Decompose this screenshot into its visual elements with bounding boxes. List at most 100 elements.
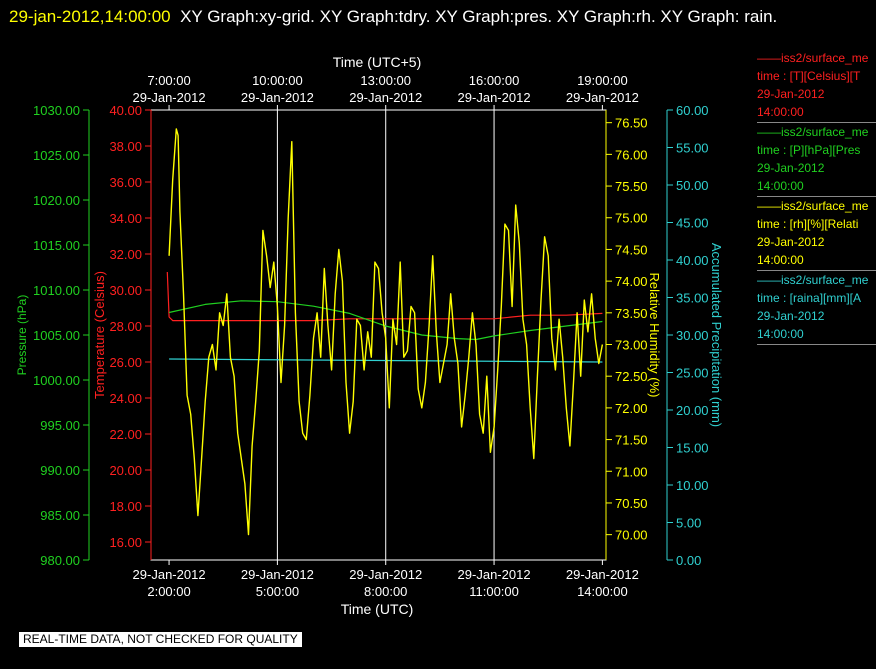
left-axes: 980.00 985.00 990.00 995.00 1000.00 1005.00 10…: [15, 103, 152, 568]
pressure-tick-label: 990.00: [40, 463, 80, 478]
rain-tick-label: 45.00: [676, 216, 709, 231]
rain-tick-label: 25.00: [676, 366, 709, 381]
humidity-tick-label: 70.00: [615, 528, 648, 543]
rain-tick-label: 20.00: [676, 403, 709, 418]
x-top-tick-label-time: 19:00:00: [577, 73, 628, 88]
rain-tick-label: 10.00: [676, 478, 709, 493]
x-top-tick-label-time: 13:00:00: [360, 73, 411, 88]
humidity-tick-label: 76.00: [615, 147, 648, 162]
x-top-tick-label-date: 29-Jan-2012: [566, 90, 639, 105]
right-axes: 70.00 70.50 71.00 71.50 72.00 72.50 73.00 73.50…: [605, 103, 724, 568]
series-line-humidity: [168, 128, 604, 536]
humidity-tick-label: 74.00: [615, 274, 648, 289]
x-top-tick-label-time: 16:00:00: [469, 73, 520, 88]
page-title: 29-jan-2012,14:00:00 XY Graph:xy-grid. X…: [9, 2, 869, 32]
time-axes: 29-Jan-2012 2:00:00 29-Jan-2012 5:00:00 29-J…: [133, 73, 639, 599]
legend-item-line2: time : [raina][mm][A: [757, 291, 862, 305]
rain-tick-label: 55.00: [676, 141, 709, 156]
humidity-tick-label: 75.00: [615, 211, 648, 226]
x-tick-label-time: 11:00:00: [469, 584, 519, 599]
legend-item-line4: 14:00:00: [757, 253, 804, 267]
x-tick-label-date: 29-Jan-2012: [458, 567, 531, 582]
x-top-tick-label-date: 29-Jan-2012: [458, 90, 531, 105]
x-tick-label-date: 29-Jan-2012: [566, 567, 639, 582]
x-tick-label-time: 2:00:00: [147, 584, 190, 599]
pressure-tick-label: 995.00: [40, 418, 80, 433]
pressure-tick-label: 1030.00: [33, 103, 80, 118]
temperature-tick-label: 32.00: [109, 247, 142, 262]
legend-item-line3: 29-Jan-2012: [757, 235, 825, 249]
legend-item-line3: 29-Jan-2012: [757, 161, 825, 175]
temperature-tick-label: 36.00: [109, 175, 142, 190]
series-line-rain: [169, 358, 603, 363]
temperature-tick-label: 34.00: [109, 211, 142, 226]
humidity-tick-label: 73.00: [615, 338, 648, 353]
x-tick-label-time: 14:00:00: [577, 584, 628, 599]
x-tick-label-date: 29-Jan-2012: [133, 567, 206, 582]
rain-tick-label: 0.00: [676, 553, 701, 568]
legend-item-line4: 14:00:00: [757, 105, 804, 119]
temperature-tick-label: 20.00: [109, 463, 142, 478]
humidity-tick-label: 72.50: [615, 369, 648, 384]
humidity-tick-label: 71.00: [615, 464, 648, 479]
legend-item-line1: ——iss2/surface_me: [757, 273, 869, 287]
legend-item-line3: 29-Jan-2012: [757, 309, 825, 323]
rain-tick-label: 35.00: [676, 291, 709, 306]
rain-axis-label: Accumulated Precipitation (mm): [709, 243, 724, 427]
humidity-tick-label: 72.00: [615, 401, 648, 416]
legend: ——iss2/surface_me time : [T][Celsius][T 29…: [757, 49, 876, 345]
pressure-tick-label: 1020.00: [33, 193, 80, 208]
temperature-tick-label: 40.00: [109, 103, 142, 118]
rain-tick-label: 15.00: [676, 441, 709, 456]
pressure-tick-label: 1000.00: [33, 373, 80, 388]
temperature-tick-label: 18.00: [109, 499, 142, 514]
x-top-tick-label-date: 29-Jan-2012: [241, 90, 314, 105]
pressure-axis-label: Pressure (hPa): [15, 295, 29, 376]
temperature-tick-label: 30.00: [109, 283, 142, 298]
pressure-tick-label: 1015.00: [33, 238, 80, 253]
x-tick-label-date: 29-Jan-2012: [349, 567, 422, 582]
x-axis-label-top: Time (UTC+5): [333, 54, 422, 70]
temperature-tick-label: 26.00: [109, 355, 142, 370]
x-tick-label-time: 5:00:00: [256, 584, 299, 599]
rain-tick-label: 5.00: [676, 516, 701, 531]
legend-item-line2: time : [P][hPa][Pres: [757, 143, 861, 157]
pressure-tick-label: 1010.00: [33, 283, 80, 298]
temperature-axis-label: Temperature (Celsius): [92, 271, 107, 399]
humidity-tick-label: 76.50: [615, 116, 648, 131]
x-axis-label-bottom: Time (UTC): [341, 601, 414, 617]
humidity-tick-label: 70.50: [615, 496, 648, 511]
quality-notice: REAL-TIME DATA, NOT CHECKED FOR QUALITY: [19, 632, 302, 647]
temperature-tick-label: 22.00: [109, 427, 142, 442]
x-top-tick-label-time: 7:00:00: [147, 73, 190, 88]
rain-tick-label: 60.00: [676, 103, 709, 118]
x-tick-label-date: 29-Jan-2012: [241, 567, 314, 582]
pressure-tick-label: 980.00: [40, 553, 80, 568]
series-lines: [166, 128, 604, 536]
legend-item-line2: time : [rh][%][Relati: [757, 217, 859, 231]
legend-item-line1: ——iss2/surface_me: [757, 125, 869, 139]
legend-item-line3: 29-Jan-2012: [757, 87, 825, 101]
humidity-tick-label: 75.50: [615, 179, 648, 194]
pressure-tick-label: 1005.00: [33, 328, 80, 343]
rain-tick-label: 30.00: [676, 328, 709, 343]
legend-item: ——iss2/surface_me time : [T][Celsius][T 29…: [757, 49, 876, 123]
timestamp-label: 29-jan-2012,14:00:00: [9, 7, 171, 26]
legend-item-line1: ——iss2/surface_me: [757, 199, 869, 213]
temperature-tick-label: 38.00: [109, 139, 142, 154]
x-top-tick-label-time: 10:00:00: [252, 73, 303, 88]
pressure-tick-label: 1025.00: [33, 148, 80, 163]
pressure-tick-label: 985.00: [40, 508, 80, 523]
legend-item-line4: 14:00:00: [757, 179, 804, 193]
x-tick-label-time: 8:00:00: [364, 584, 407, 599]
humidity-tick-label: 73.50: [615, 306, 648, 321]
x-top-tick-label-date: 29-Jan-2012: [133, 90, 206, 105]
temperature-tick-label: 16.00: [109, 535, 142, 550]
humidity-axis-label: Relative Humidity (%): [647, 273, 662, 398]
temperature-tick-label: 24.00: [109, 391, 142, 406]
humidity-tick-label: 74.50: [615, 242, 648, 257]
